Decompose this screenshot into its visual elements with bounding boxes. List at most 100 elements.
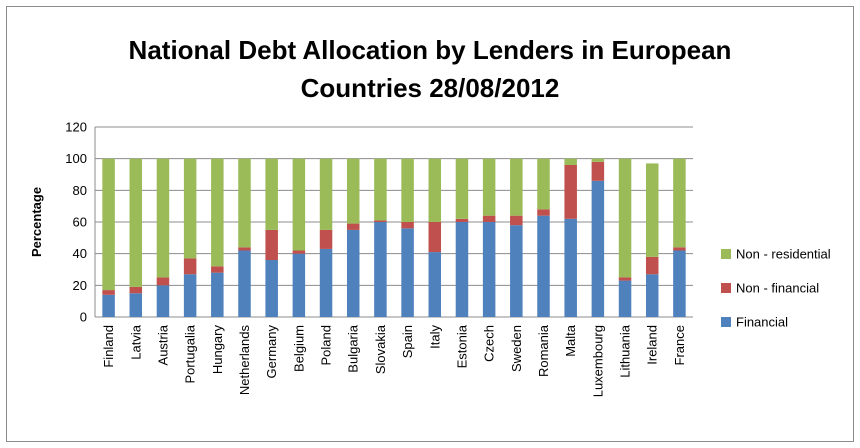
chart-frame: National Debt Allocation by Lenders in E… bbox=[6, 6, 854, 442]
bar-non-residential bbox=[401, 158, 414, 222]
chart-svg: National Debt Allocation by Lenders in E… bbox=[29, 35, 831, 397]
x-tick-label: Lithuania bbox=[618, 324, 633, 378]
x-tick-label: Luxembourg bbox=[590, 325, 605, 397]
bar-non-residential bbox=[510, 158, 523, 216]
bar-non-financial bbox=[455, 218, 469, 222]
bar-non-financial bbox=[510, 215, 523, 226]
y-tick-label: 100 bbox=[65, 151, 87, 166]
bar-non-residential bbox=[129, 158, 143, 287]
x-tick-label: Estonia bbox=[454, 324, 469, 368]
x-tick-label: Latvia bbox=[128, 324, 143, 359]
bar-non-financial bbox=[183, 258, 197, 275]
bar-financial bbox=[510, 225, 523, 317]
bar-financial bbox=[129, 293, 143, 317]
bar-non-financial bbox=[346, 223, 360, 230]
x-tick-label: Hungary bbox=[210, 325, 225, 375]
bar-financial bbox=[183, 274, 197, 317]
x-tick-label: Poland bbox=[319, 325, 334, 365]
bar-financial bbox=[265, 260, 278, 317]
bar-financial bbox=[537, 215, 550, 317]
x-tick-label: Netherlands bbox=[237, 325, 252, 396]
bar-non-financial bbox=[265, 229, 278, 260]
x-tick-label: Belgium bbox=[291, 325, 306, 372]
bar-non-residential bbox=[211, 158, 224, 267]
bar-financial bbox=[401, 228, 414, 317]
bar-non-financial bbox=[428, 222, 442, 253]
chart-title-line: Countries 28/08/2012 bbox=[301, 73, 560, 103]
y-tick-label: 0 bbox=[80, 310, 87, 325]
x-tick-label: Austria bbox=[155, 324, 170, 365]
bar-non-residential bbox=[428, 158, 442, 222]
bar-non-financial bbox=[211, 266, 224, 273]
x-tick-label: Bulgaria bbox=[346, 324, 361, 372]
bar-non-financial bbox=[591, 161, 605, 181]
bar-financial bbox=[591, 180, 605, 317]
bar-financial bbox=[645, 274, 659, 317]
bar-financial bbox=[428, 252, 442, 317]
bar-non-residential bbox=[102, 158, 115, 291]
bar-financial bbox=[102, 294, 115, 317]
bar-non-financial bbox=[292, 250, 306, 254]
bar-non-residential bbox=[618, 158, 632, 278]
bar-financial bbox=[374, 222, 387, 317]
x-tick-label: Italy bbox=[427, 325, 442, 349]
bar-non-residential bbox=[645, 163, 659, 257]
bar-non-financial bbox=[618, 277, 632, 281]
bar-non-residential bbox=[455, 158, 469, 219]
x-tick-label: Finland bbox=[101, 325, 116, 368]
x-tick-label: Ireland bbox=[645, 325, 660, 365]
x-tick-label: Romania bbox=[536, 324, 551, 377]
bar-financial bbox=[618, 280, 632, 317]
bar-financial bbox=[292, 253, 306, 317]
bar-financial bbox=[319, 248, 333, 317]
bar-non-residential bbox=[346, 158, 360, 224]
bar-non-financial bbox=[238, 247, 251, 251]
bar-financial bbox=[673, 250, 686, 317]
bar-non-financial bbox=[645, 256, 659, 275]
x-tick-label: Germany bbox=[264, 325, 279, 379]
bar-financial bbox=[346, 229, 360, 317]
bar-financial bbox=[455, 222, 469, 317]
legend-label: Non - financial bbox=[736, 281, 819, 296]
y-tick-label: 120 bbox=[65, 120, 87, 135]
y-axis-title: Percentage bbox=[29, 187, 44, 257]
bar-financial bbox=[156, 285, 170, 317]
bar-non-residential bbox=[564, 158, 577, 165]
bar-financial bbox=[482, 222, 496, 317]
bar-financial bbox=[564, 218, 577, 317]
bar-non-financial bbox=[319, 229, 333, 249]
bar-non-residential bbox=[482, 158, 496, 216]
chart-title-line: National Debt Allocation by Lenders in E… bbox=[129, 35, 732, 65]
bar-non-financial bbox=[102, 290, 115, 295]
bar-non-residential bbox=[183, 158, 197, 259]
legend-label: Non - residential bbox=[736, 247, 831, 262]
x-tick-label: France bbox=[672, 325, 687, 365]
bar-financial bbox=[238, 250, 251, 317]
bar-non-residential bbox=[374, 158, 387, 221]
bar-non-financial bbox=[374, 220, 387, 222]
legend-swatch bbox=[721, 249, 731, 259]
bar-non-financial bbox=[129, 286, 143, 294]
bar-non-residential bbox=[537, 158, 550, 210]
bar-non-residential bbox=[156, 158, 170, 278]
x-tick-label: Czech bbox=[482, 325, 497, 362]
bar-non-residential bbox=[265, 158, 278, 230]
y-tick-label: 80 bbox=[73, 183, 87, 198]
bar-non-financial bbox=[564, 165, 577, 219]
y-tick-label: 60 bbox=[73, 215, 87, 230]
bar-non-residential bbox=[238, 158, 251, 248]
bar-non-residential bbox=[319, 158, 333, 230]
x-tick-label: Spain bbox=[400, 325, 415, 358]
bar-non-financial bbox=[401, 222, 414, 229]
legend-swatch bbox=[721, 283, 731, 293]
bar-non-residential bbox=[673, 158, 686, 248]
bar-non-financial bbox=[156, 277, 170, 286]
bar-non-financial bbox=[482, 215, 496, 222]
x-tick-label: Sweden bbox=[509, 325, 524, 372]
x-tick-label: Slovakia bbox=[373, 324, 388, 374]
bar-financial bbox=[211, 272, 224, 317]
x-tick-label: Portugalia bbox=[183, 324, 198, 383]
legend-label: Financial bbox=[736, 315, 788, 330]
y-tick-label: 40 bbox=[73, 246, 87, 261]
y-tick-label: 20 bbox=[73, 278, 87, 293]
